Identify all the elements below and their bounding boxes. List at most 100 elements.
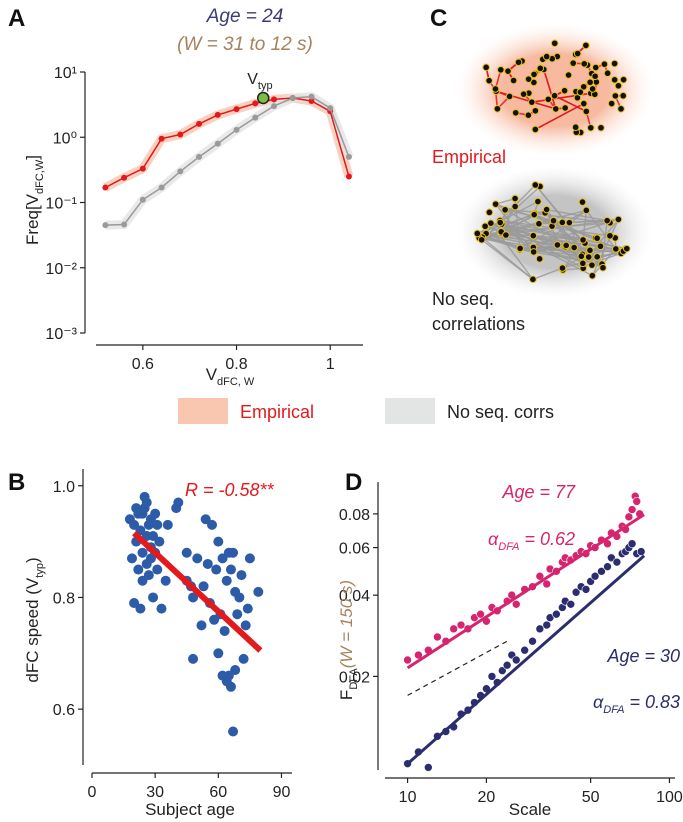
y-tick-label: 0.04 — [339, 588, 370, 605]
link — [495, 203, 598, 239]
node — [544, 95, 553, 104]
point — [177, 131, 184, 138]
point — [198, 581, 209, 592]
link — [543, 69, 557, 110]
node — [497, 65, 505, 74]
link — [485, 212, 535, 235]
point — [188, 653, 199, 664]
node — [551, 105, 560, 113]
point — [148, 592, 159, 603]
annotation: R = -0.58** — [185, 480, 275, 500]
point — [181, 547, 192, 558]
point — [137, 547, 148, 558]
panel-label: D — [345, 469, 362, 496]
point — [414, 650, 423, 660]
series-stat-part: α — [593, 692, 604, 712]
point — [502, 660, 512, 670]
node — [485, 76, 493, 85]
point — [253, 586, 264, 597]
node — [617, 105, 625, 113]
point — [139, 165, 146, 172]
node — [573, 49, 582, 58]
node — [549, 216, 558, 225]
point — [234, 592, 245, 603]
link — [534, 102, 585, 131]
point — [308, 93, 315, 100]
x-axis-label: Subject age — [145, 800, 235, 819]
x-tick-label: 20 — [478, 789, 496, 806]
y-axis-label-part: Freq[V — [23, 193, 42, 245]
link — [532, 267, 563, 280]
node — [610, 59, 619, 68]
y-tick-label: 1.0 — [53, 479, 75, 496]
series-stat-part: DFA — [498, 541, 519, 553]
link — [532, 235, 584, 264]
point — [133, 564, 144, 575]
point — [177, 168, 184, 175]
node — [519, 90, 528, 98]
node — [607, 99, 616, 108]
y-axis-label-part: F — [337, 690, 356, 700]
series-label: Age = 77 — [501, 482, 576, 502]
node — [531, 181, 540, 189]
node — [536, 64, 545, 73]
point — [233, 126, 240, 133]
legend-label: No seq. corrs — [447, 402, 554, 422]
series-stat-part: α — [488, 529, 499, 549]
y-axis-label-part: ) — [23, 557, 42, 563]
x-tick-label: 0.6 — [132, 356, 154, 373]
point — [542, 579, 552, 589]
node — [534, 197, 542, 206]
series-stat-part: = 0.62 — [519, 529, 575, 549]
node — [504, 67, 512, 75]
node — [570, 243, 578, 252]
node — [550, 91, 559, 100]
glow — [457, 24, 653, 156]
node — [529, 248, 538, 256]
highlight-point — [256, 91, 270, 105]
legend-swatch — [178, 398, 228, 424]
node — [619, 75, 628, 84]
point — [196, 120, 203, 127]
y-tick-label: 0.08 — [339, 507, 370, 524]
y-axis-label-part: DFA — [348, 668, 360, 690]
node — [564, 71, 573, 79]
node — [599, 263, 607, 272]
node — [481, 222, 489, 231]
node — [614, 215, 623, 224]
point — [603, 562, 612, 571]
y-axis-label-part: (W = 150 s) — [337, 580, 356, 668]
node — [576, 88, 585, 96]
node — [558, 264, 567, 272]
point — [552, 609, 561, 619]
y-axis-label: dFC speed (Vtyp) — [23, 557, 46, 682]
x-tick-label: 100 — [656, 789, 683, 806]
node — [600, 60, 609, 69]
link — [519, 218, 619, 251]
point — [232, 609, 243, 620]
x-axis-label-part: dFC, W — [217, 376, 255, 388]
point — [150, 508, 161, 519]
point — [137, 508, 148, 519]
y-axis-label-part: dFC,W — [34, 159, 46, 194]
node — [535, 219, 543, 228]
point — [627, 539, 637, 549]
point — [214, 140, 221, 147]
series-stat: αDFA = 0.83 — [593, 692, 680, 716]
panel-label: C — [430, 5, 447, 32]
line — [105, 95, 350, 226]
point — [162, 519, 173, 530]
point — [171, 503, 182, 514]
node — [579, 82, 588, 91]
node — [482, 63, 490, 72]
node — [588, 85, 597, 93]
x-axis-label: VdFC, W — [206, 365, 255, 388]
node — [614, 81, 623, 90]
node — [530, 70, 538, 79]
point — [520, 645, 529, 655]
node — [606, 231, 614, 240]
point — [449, 624, 458, 634]
node — [558, 218, 567, 227]
y-tick-label: 0.06 — [339, 541, 370, 558]
node — [524, 111, 533, 120]
